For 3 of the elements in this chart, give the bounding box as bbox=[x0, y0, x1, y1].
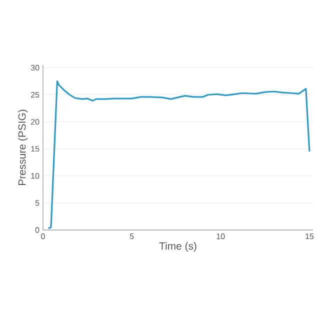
x-axis-title: Time (s) bbox=[159, 242, 196, 252]
y-axis-title: Pressure (PSIG) bbox=[18, 110, 28, 186]
line-series bbox=[48, 80, 310, 230]
